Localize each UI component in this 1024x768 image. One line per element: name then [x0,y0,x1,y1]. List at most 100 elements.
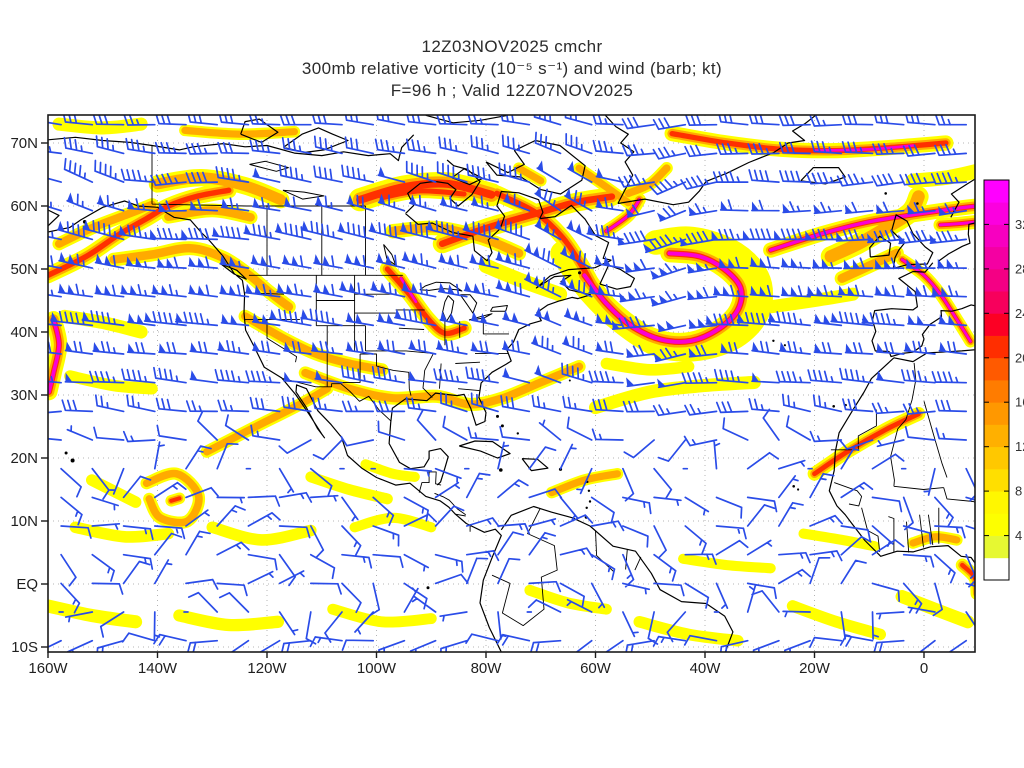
colorbar-segment [984,313,1009,336]
colorbar-segment [984,357,1009,381]
wind-barb-shafts [48,115,975,652]
vorticity-streak [764,287,860,314]
colorbar-segment [984,246,1009,270]
colorbar-segment [984,513,1009,536]
vorticity-streak [48,599,143,629]
colorbar-label: 16 [1015,395,1024,410]
x-axis-label: 40W [690,660,722,677]
x-axis-label: 0 [920,660,928,677]
y-axis-label: 30N [10,387,38,404]
y-axis-label: 50N [10,261,38,278]
island-dot [783,344,787,347]
x-axis-label: 80W [471,660,503,677]
island-dot [588,500,592,503]
vorticity-streak [69,521,175,543]
y-axis-label: EQ [16,576,38,593]
island-dot [884,192,887,195]
x-axis-label: 60W [580,660,612,677]
vorticity-streak [812,411,921,477]
vorticity-streak [938,220,975,227]
colorbar-label: 4 [1015,528,1022,543]
vorticity-streak [301,362,584,409]
island-dot [772,339,775,342]
colorbar-segment [984,491,1009,514]
colorbar-label: 20 [1015,350,1024,365]
vorticity-streak [48,317,61,394]
colorbar-segment [984,446,1009,470]
vorticity-streak [173,609,285,632]
x-axis-label: 160W [28,660,68,677]
island-dot [797,488,800,491]
vorticity-streak [203,384,331,456]
colorbar-segment [984,180,1009,203]
vorticity-streak [824,190,925,263]
island-dot [516,432,519,435]
vorticity-streak [356,179,496,204]
vorticity-streak [86,474,142,508]
vorticity-streak [900,258,972,343]
vorticity-streak [582,251,744,344]
vorticity-streak [798,528,880,552]
island-dot [496,414,499,418]
x-axis-label: 140W [138,660,178,677]
vorticity-streak [515,164,545,185]
vorticity-streak [206,521,317,546]
vorticity-streak [786,600,886,641]
vorticity-streak [678,553,776,574]
vorticity-streak [181,126,298,138]
title-valid-line: F=96 h ; Valid 12Z07NOV2025 [390,81,634,100]
vorticity-streak [909,533,961,547]
vorticity-streak [588,375,761,415]
colorbar-segment [984,402,1009,425]
colorbar-segment [984,268,1009,292]
title-field-line: 300mb relative vorticity (10⁻⁵ s⁻¹) and … [301,59,723,78]
island-dot [792,485,795,488]
vorticity-streak [48,187,232,279]
colorbar: 4 8 12 16 20 24 28 32 [983,179,1024,581]
island-dot [916,202,919,205]
y-axis-label: 10N [10,513,38,530]
y-axis-label: 20N [10,450,38,467]
vorticity-streak [305,471,393,505]
island-dot [568,379,571,382]
title-run-line: 12Z03NOV2025 cmchr [421,37,603,56]
y-axis-label: 10S [11,639,38,656]
axes-layer: 160W 140W 120W 100W 80W 60W 40W 20W 0 70N 60N 50N 40… [10,114,976,677]
colorbar-segment [984,291,1009,314]
colorbar-segment [984,468,1009,492]
x-axis-label: 100W [357,660,397,677]
colorbar-segment [984,424,1009,448]
island-dot [578,271,582,275]
map-frame [47,114,976,653]
island-dot [499,468,503,472]
x-axis-label: 20W [799,660,831,677]
colorbar-label: 32 [1015,217,1024,232]
colorbar-segment [984,335,1009,359]
island-dot [64,451,68,455]
island-dot [70,458,75,463]
wind-barbs-layer [48,115,975,652]
vorticity-streak [633,616,744,647]
vorticity-streak [384,266,467,337]
y-axis-label: 70N [10,135,38,152]
x-axis-label: 120W [247,660,287,677]
vorticity-streak [524,584,612,615]
island-dot [426,586,430,590]
y-axis-label: 60N [10,198,38,215]
vorticity-streak [360,459,420,482]
colorbar-label: 24 [1015,306,1024,321]
colorbar-segment [984,557,1009,581]
vorticity-streak [169,496,182,503]
y-axis-label: 40N [10,324,38,341]
colorbar-segment [984,380,1009,403]
island-dot [832,405,835,408]
colorbar-label: 12 [1015,439,1024,454]
colorbar-label: 28 [1015,261,1024,276]
island-dot [585,506,588,509]
vorticity-streak [548,470,621,497]
colorbar-segment [984,202,1009,225]
vorticity-streak [575,164,632,207]
vorticity-streak [837,248,902,283]
